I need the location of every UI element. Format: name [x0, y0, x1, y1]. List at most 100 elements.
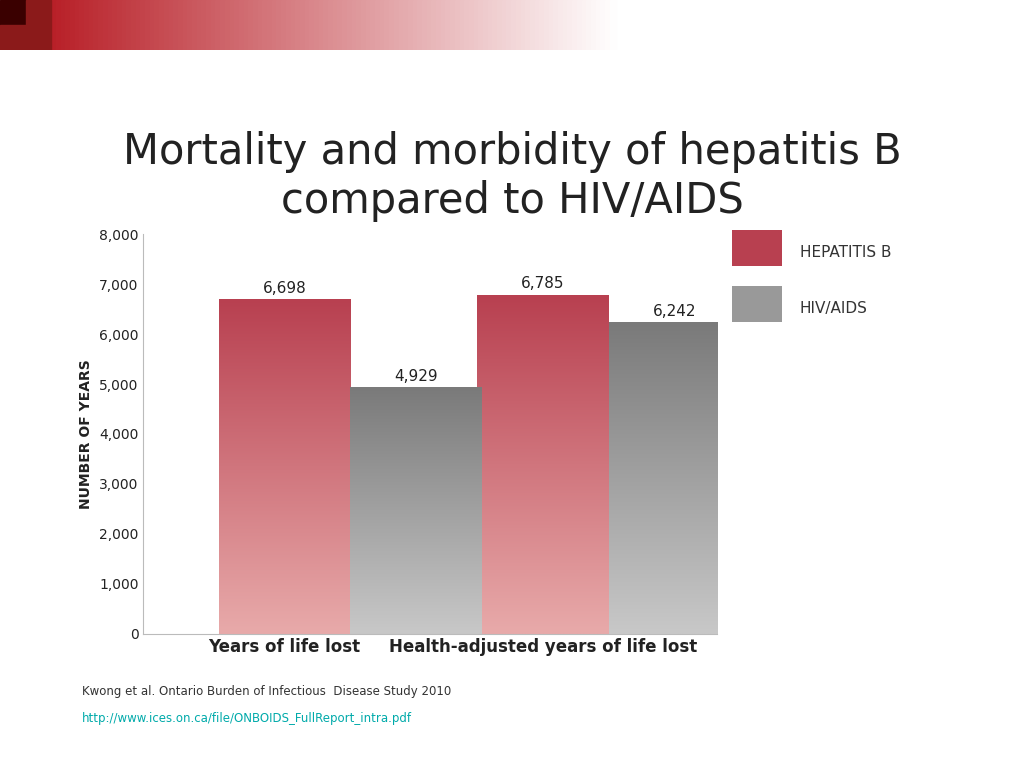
Bar [211, 0, 217, 50]
Bar [605, 0, 611, 50]
Bar [173, 0, 180, 50]
Bar [384, 0, 391, 50]
Bar [511, 0, 518, 50]
Bar [436, 0, 442, 50]
Bar [113, 0, 119, 50]
Bar [70, 0, 77, 50]
Bar [282, 0, 288, 50]
Bar [178, 0, 184, 50]
Bar [535, 0, 542, 50]
Bar [66, 0, 72, 50]
Y-axis label: NUMBER OF YEARS: NUMBER OF YEARS [80, 359, 93, 508]
Bar [122, 0, 128, 50]
Bar [380, 0, 386, 50]
Bar [586, 0, 593, 50]
Bar [89, 0, 95, 50]
Bar [291, 0, 297, 50]
Bar [418, 0, 424, 50]
Bar [309, 0, 316, 50]
Bar [732, 230, 781, 266]
Bar [582, 0, 589, 50]
Bar [483, 0, 489, 50]
Bar [478, 0, 485, 50]
Bar [493, 0, 499, 50]
Bar [366, 0, 373, 50]
Bar [375, 0, 382, 50]
Bar [295, 0, 302, 50]
Bar [445, 0, 453, 50]
Bar [155, 0, 161, 50]
Bar [220, 0, 227, 50]
Bar [398, 0, 406, 50]
Text: HIV/AIDS: HIV/AIDS [800, 301, 867, 316]
Bar [544, 0, 551, 50]
Bar [60, 0, 68, 50]
Bar [267, 0, 273, 50]
Bar [187, 0, 195, 50]
Bar [394, 0, 400, 50]
Bar [145, 0, 152, 50]
Bar [271, 0, 279, 50]
Bar [600, 0, 607, 50]
Text: Kwong et al. Ontario Burden of Infectious  Disease Study 2010: Kwong et al. Ontario Burden of Infectiou… [82, 685, 452, 697]
Bar [413, 0, 420, 50]
Bar [197, 0, 204, 50]
Bar [356, 0, 362, 50]
Bar [408, 0, 415, 50]
Bar [324, 0, 330, 50]
Bar [507, 0, 513, 50]
Bar [427, 0, 433, 50]
Bar [229, 0, 237, 50]
Bar [169, 0, 175, 50]
Bar [84, 0, 91, 50]
Bar [276, 0, 284, 50]
Bar [473, 0, 480, 50]
Bar [314, 0, 321, 50]
Bar [520, 0, 527, 50]
Bar [563, 0, 569, 50]
Bar [286, 0, 293, 50]
Bar [403, 0, 410, 50]
Bar [596, 0, 602, 50]
Bar [0, 0, 26, 25]
Bar [540, 0, 546, 50]
Bar [258, 0, 264, 50]
Bar [460, 0, 466, 50]
Bar [440, 0, 447, 50]
Bar [108, 0, 115, 50]
Bar [422, 0, 429, 50]
Bar [487, 0, 495, 50]
Text: HEPATITIS B: HEPATITIS B [800, 245, 891, 260]
Bar [572, 0, 579, 50]
Bar [464, 0, 471, 50]
Bar [253, 0, 260, 50]
Bar [502, 0, 509, 50]
Bar [102, 0, 110, 50]
Text: 6,785: 6,785 [521, 276, 564, 291]
Bar [93, 0, 100, 50]
Bar [342, 0, 349, 50]
Bar [26, 0, 51, 50]
Bar [234, 0, 241, 50]
Bar [338, 0, 344, 50]
Bar [215, 0, 222, 50]
Bar [193, 0, 199, 50]
Bar [305, 0, 311, 50]
Text: Mortality and morbidity of hepatitis B
compared to HIV/AIDS: Mortality and morbidity of hepatitis B c… [123, 131, 901, 222]
Bar [347, 0, 353, 50]
Bar [164, 0, 171, 50]
Bar [328, 0, 335, 50]
Bar [609, 0, 616, 50]
Bar [567, 0, 574, 50]
Bar [131, 0, 137, 50]
Bar [525, 0, 532, 50]
Bar [389, 0, 396, 50]
Bar [333, 0, 340, 50]
Bar [497, 0, 504, 50]
Bar [318, 0, 326, 50]
Text: 6,242: 6,242 [652, 303, 696, 319]
Bar [225, 0, 231, 50]
Bar [51, 0, 58, 50]
Text: 4,929: 4,929 [394, 369, 438, 384]
Bar [516, 0, 522, 50]
